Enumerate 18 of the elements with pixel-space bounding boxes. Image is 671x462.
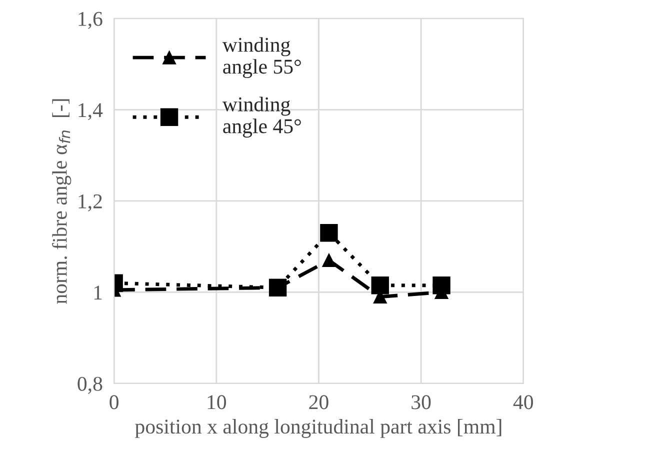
point — [322, 254, 336, 268]
y-axis-title: norm. fibre angle α$_{fn}$ [-] — [52, 99, 72, 304]
point — [320, 224, 338, 242]
legend-label: winding angle 55° — [222, 37, 301, 78]
x-axis-title: position x along longitudinal part axis [mm] — [135, 419, 502, 438]
x-tick-label: 30 — [412, 395, 431, 410]
point — [432, 276, 450, 294]
x-tick-label: 20 — [309, 395, 328, 410]
x-tick-label: 10 — [208, 395, 226, 410]
y-tick-label: 1,4 — [78, 103, 103, 120]
y-tick-label: 1,6 — [78, 12, 102, 29]
y-tick-label: 0,8 — [78, 376, 102, 394]
y-tick-label: 1,2 — [78, 194, 102, 212]
x-tick-label: 0 — [110, 395, 118, 410]
x-tick-label: 40 — [513, 395, 533, 410]
point — [371, 276, 389, 294]
y-tick-label: 1 — [94, 286, 102, 300]
legend-label: winding angle 45° — [222, 96, 301, 138]
